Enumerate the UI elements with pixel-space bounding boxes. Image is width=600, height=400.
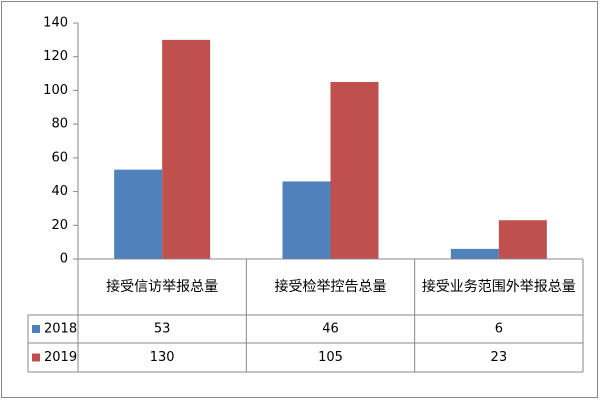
y-tick-label: 20 xyxy=(51,218,68,233)
legend-key xyxy=(32,353,40,362)
bar xyxy=(450,248,499,259)
category-cell: 接受业务范围外举报总量 xyxy=(421,279,576,295)
y-tick-label: 0 xyxy=(60,252,68,267)
y-tick-label: 80 xyxy=(51,117,68,132)
bar xyxy=(330,82,379,259)
y-tick-label: 40 xyxy=(51,184,68,199)
legend-label: 2019 xyxy=(44,350,77,365)
y-tick-label: 120 xyxy=(43,49,68,64)
legend-label: 2018 xyxy=(44,322,77,337)
bar xyxy=(114,169,163,259)
y-tick-label: 100 xyxy=(43,83,68,98)
table-value: 105 xyxy=(318,350,343,365)
x-tick-label: 接受业务范围外举报总量 xyxy=(421,279,576,295)
x-tick-label: 接受检举控告总量 xyxy=(274,279,387,295)
table-value: 53 xyxy=(154,322,171,337)
bar xyxy=(498,220,547,259)
legend-key xyxy=(32,325,40,333)
table-value: 23 xyxy=(491,350,508,365)
category-cell: 接受信访举报总量 xyxy=(106,279,219,295)
table-value: 130 xyxy=(150,350,175,365)
bar xyxy=(162,39,211,259)
y-tick-label: 140 xyxy=(43,16,68,31)
bar xyxy=(282,181,331,259)
y-tick-label: 60 xyxy=(51,150,68,165)
x-tick-label: 接受信访举报总量 xyxy=(106,279,219,295)
table-value: 46 xyxy=(322,322,339,337)
category-cell: 接受检举控告总量 xyxy=(274,279,387,295)
table-value: 6 xyxy=(495,322,503,337)
